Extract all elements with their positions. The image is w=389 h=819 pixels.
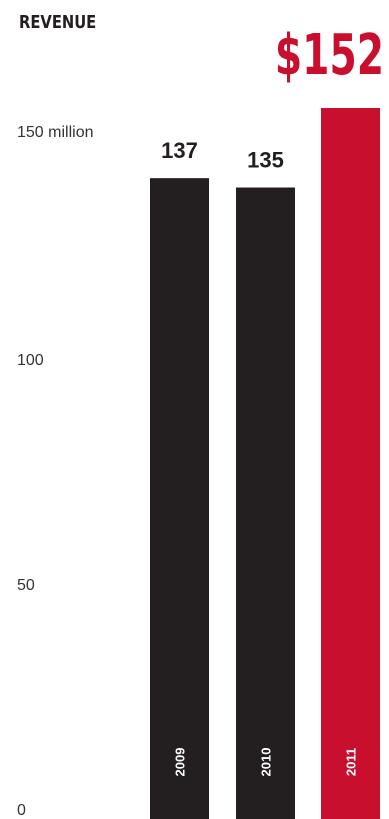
y-axis: 0 50 100 150 million (17, 124, 93, 819)
category-label: 2011 (344, 748, 359, 776)
value-labels-group: 137 135 (161, 138, 284, 172)
bar-2009 (150, 178, 209, 819)
y-tick-label: 100 (17, 352, 44, 369)
chart-title: REVENUE (19, 12, 96, 33)
bar-value-label: 135 (247, 148, 284, 173)
bar-value-label: 137 (161, 138, 198, 163)
bar-2010 (236, 187, 295, 819)
y-tick-label: 150 million (17, 124, 93, 141)
y-tick-label: 0 (17, 802, 26, 819)
category-labels-group: 2009 2010 2011 (173, 748, 359, 777)
y-tick-label: 50 (17, 577, 35, 594)
bar-2011 (321, 108, 380, 819)
category-label: 2009 (173, 748, 188, 777)
category-label: 2010 (259, 748, 274, 777)
headline-value: $152 (275, 23, 384, 88)
bars-group (150, 108, 380, 819)
